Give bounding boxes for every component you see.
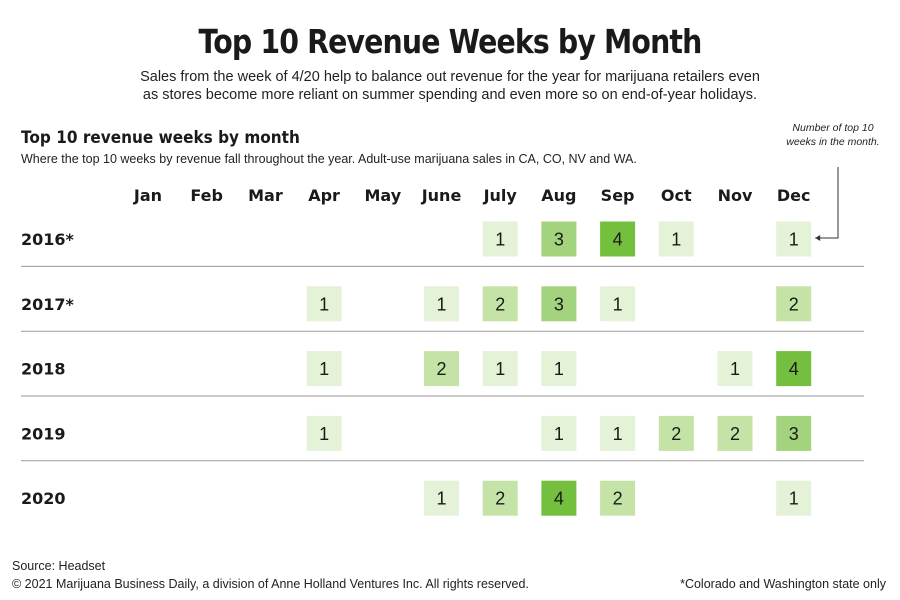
- cell-value: 1: [554, 359, 564, 379]
- chart-title: Top 10 revenue weeks by month: [21, 128, 300, 148]
- heatmap-cell: [600, 480, 636, 516]
- cell-value: 2: [436, 359, 446, 379]
- heatmap-cell: [424, 480, 459, 516]
- heatmap-cell: [541, 480, 577, 516]
- subtitle-line-1: Sales from the week of 4/20 help to bala…: [140, 69, 760, 85]
- cell-value: 1: [319, 424, 329, 444]
- heatmap-cell: [600, 221, 636, 257]
- heatmap-cell: [541, 221, 577, 257]
- year-label: 2017*: [21, 295, 75, 314]
- month-label: June: [421, 186, 462, 205]
- cell-value: 3: [554, 230, 564, 250]
- year-label: 2016*: [21, 230, 75, 249]
- annotation-arrow-line: [815, 167, 839, 239]
- cell-value: 1: [671, 230, 681, 250]
- cell-value: 2: [495, 489, 505, 509]
- heatmap-cell: [541, 351, 577, 387]
- heatmap-cell: [717, 351, 753, 387]
- copyright-note: © 2021 Marijuana Business Daily, a divis…: [12, 577, 529, 591]
- year-label: 2018: [21, 360, 66, 379]
- month-label: Mar: [248, 186, 283, 205]
- cell-value: 1: [613, 424, 623, 444]
- heatmap-cell: [424, 351, 459, 387]
- cell-value: 4: [554, 489, 564, 509]
- page-title: Top 10 Revenue Weeks by Month: [198, 22, 703, 61]
- cell-value: 2: [613, 489, 623, 509]
- cell-value: 2: [730, 424, 740, 444]
- month-label: Oct: [661, 186, 692, 205]
- heatmap-cell: [482, 480, 518, 516]
- cell-value: 1: [613, 294, 623, 314]
- month-label: July: [483, 186, 518, 205]
- cell-value: 2: [671, 424, 681, 444]
- heatmap-cell: [600, 415, 636, 451]
- heatmap-cell: [717, 415, 753, 451]
- heatmap-cell: [776, 286, 812, 322]
- month-label: Apr: [308, 186, 340, 205]
- cell-value: 3: [554, 294, 564, 314]
- month-label: Aug: [541, 186, 576, 205]
- month-label: Nov: [718, 186, 753, 205]
- heatmap-cell: [306, 286, 342, 322]
- heatmap-cell: [482, 351, 518, 387]
- heatmap-cell: [658, 221, 694, 257]
- cell-value: 1: [436, 294, 446, 314]
- cell-value: 1: [789, 230, 799, 250]
- year-label: 2020: [21, 489, 66, 508]
- heatmap-cell: [306, 351, 342, 387]
- heatmap-cell: [541, 286, 577, 322]
- cell-value: 2: [495, 294, 505, 314]
- month-label: Feb: [190, 186, 223, 205]
- cell-value: 1: [319, 294, 329, 314]
- cell-value: 1: [436, 489, 446, 509]
- heatmap-cell: [482, 286, 518, 322]
- cell-value: 1: [495, 359, 505, 379]
- heatmap-cell: [776, 415, 812, 451]
- year-label: 2019: [21, 424, 66, 443]
- month-label: Jan: [133, 186, 162, 205]
- cell-value: 1: [319, 359, 329, 379]
- cell-value: 1: [730, 359, 740, 379]
- heatmap-cell: [482, 221, 518, 257]
- heatmap-cell: [541, 415, 577, 451]
- footnote: *Colorado and Washington state only: [680, 577, 886, 591]
- annotation-arrow-head: [815, 235, 821, 241]
- subtitle-line-2: as stores become more reliant on summer …: [142, 87, 758, 103]
- cell-value: 1: [789, 489, 799, 509]
- heatmap-cell: [424, 286, 459, 322]
- page-subtitle: Sales from the week of 4/20 help to bala…: [100, 68, 800, 104]
- source-note: Source: Headset: [12, 559, 106, 573]
- heatmap-cell: [306, 415, 342, 451]
- month-label: May: [364, 186, 401, 205]
- heatmap-cell: [776, 480, 812, 516]
- heatmap-cell: [658, 415, 694, 451]
- month-label: Sep: [601, 186, 635, 205]
- cell-value: 4: [613, 230, 623, 250]
- heatmap-cell: [776, 351, 812, 387]
- cell-value: 2: [789, 294, 799, 314]
- chart-annotation: Number of top 10 weeks in the month.: [786, 122, 880, 148]
- cell-value: 4: [789, 359, 799, 379]
- cell-value: 1: [495, 230, 505, 250]
- cell-value: 1: [554, 424, 564, 444]
- cell-value: 3: [789, 424, 799, 444]
- heatmap-cell: [776, 221, 812, 257]
- heatmap-cell: [600, 286, 636, 322]
- month-label: Dec: [777, 186, 811, 205]
- chart-subtitle: Where the top 10 weeks by revenue fall t…: [21, 152, 637, 166]
